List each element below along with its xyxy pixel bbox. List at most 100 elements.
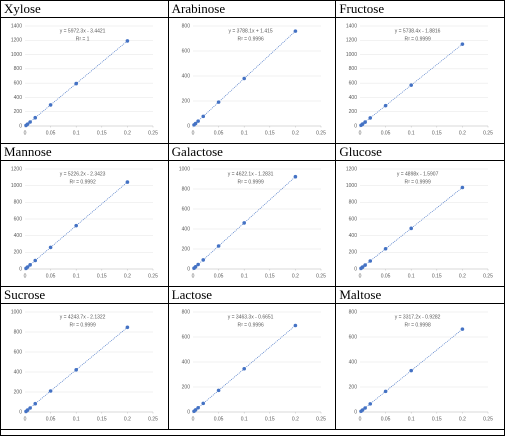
y-tick-label: 400 [181, 359, 190, 365]
y-tick-label: 0 [19, 123, 22, 129]
chart: 0 200 400 600 800 1000 0 0.05 0.1 0.15 0.2 0.25 y = … [11, 309, 158, 422]
data-point [242, 221, 246, 225]
y-tick-label: 200 [14, 250, 23, 256]
x-tick-label: 0 [359, 130, 362, 136]
y-tick-label: 1400 [11, 23, 22, 29]
y-tick-label: 400 [181, 73, 190, 79]
y-tick-label: 1000 [346, 183, 357, 189]
y-tick-label: 1200 [346, 38, 357, 44]
x-tick-label: 0.05 [381, 273, 391, 279]
trendline [192, 30, 296, 127]
trendline-equation: y = 4898x - 1.5907 [397, 171, 439, 177]
x-tick-label: 0 [359, 416, 362, 422]
chart-title: Fructose [336, 1, 504, 18]
x-tick-label: 0.1 [240, 273, 247, 279]
data-point [48, 103, 53, 107]
x-tick-label: 0.1 [408, 130, 415, 136]
y-tick-label: 600 [349, 334, 358, 340]
x-tick-label: 0.15 [432, 416, 442, 422]
r-squared: R² = 0.9999 [405, 36, 431, 42]
r-squared: R² = 0.9998 [405, 322, 431, 328]
data-point [48, 389, 53, 393]
trendline-equation: y = 4243.7x - 2.1322 [60, 314, 106, 320]
y-tick-label: 200 [349, 109, 358, 115]
r-squared: R² = 1 [76, 36, 90, 42]
data-point [74, 81, 78, 86]
y-tick-label: 800 [181, 23, 190, 29]
trendline-equation: y = 3317.2x - 0.9282 [395, 314, 441, 320]
x-tick-label: 0 [24, 416, 27, 422]
data-point [361, 265, 365, 269]
x-tick-label: 0.2 [124, 130, 131, 136]
y-tick-label: 0 [187, 409, 190, 415]
data-point [368, 116, 373, 120]
y-tick-label: 800 [14, 200, 23, 206]
data-point [48, 245, 53, 250]
data-point [363, 263, 368, 267]
y-tick-label: 200 [14, 109, 23, 115]
y-tick-label: 0 [19, 266, 22, 272]
chart-cell: Glucose 0 200 400 600 800 1000 1200 0 0.05 0.1 0.15… [336, 144, 504, 287]
y-tick-label: 1000 [179, 166, 190, 172]
r-squared: R² = 0.9999 [405, 179, 431, 185]
x-tick-label: 0.2 [124, 273, 131, 279]
x-tick-label: 0.1 [408, 416, 415, 422]
data-point [293, 29, 297, 33]
x-tick-label: 0.15 [432, 273, 442, 279]
chart-cell: Sucrose 0 200 400 600 800 1000 0 0.05 0.1 0.15 0.2 0… [1, 287, 169, 430]
x-tick-label: 0.25 [148, 273, 158, 279]
y-tick-label: 1200 [346, 166, 357, 172]
y-tick-label: 200 [14, 389, 23, 395]
y-tick-label: 200 [181, 98, 190, 104]
trendline-equation: y = 4622.1x - 1.2831 [227, 171, 273, 177]
r-squared: R² = 0.9999 [237, 179, 263, 185]
y-tick-label: 1000 [11, 183, 22, 189]
y-tick-label: 400 [14, 233, 23, 239]
data-point [216, 388, 221, 393]
data-point [125, 325, 130, 330]
data-point [201, 114, 205, 119]
x-tick-label: 0.25 [316, 273, 326, 279]
data-point [460, 327, 465, 331]
y-tick-label: 600 [349, 80, 358, 86]
data-point [193, 265, 198, 269]
data-point [216, 244, 221, 248]
x-tick-label: 0.15 [97, 416, 107, 422]
data-point [293, 174, 297, 179]
y-tick-label: 800 [14, 66, 23, 72]
x-tick-label: 0.15 [97, 130, 107, 136]
data-point [33, 401, 38, 406]
trendline [24, 181, 128, 270]
x-tick-label: 0.2 [124, 416, 131, 422]
data-point [125, 39, 130, 43]
data-point [363, 120, 368, 124]
x-tick-label: 0.05 [381, 130, 391, 136]
data-point [460, 42, 465, 46]
x-tick-label: 0.25 [316, 130, 326, 136]
data-point [201, 401, 205, 406]
chart-cell: Fructose 0 200 400 600 800 1000 1200 1400 0 0.05 0.… [336, 1, 504, 144]
data-point [384, 103, 388, 108]
x-tick-label: 0.15 [265, 130, 275, 136]
data-point [195, 119, 200, 123]
y-tick-label: 800 [349, 309, 358, 315]
y-tick-label: 200 [349, 384, 358, 390]
data-point [74, 368, 78, 372]
y-tick-label: 600 [181, 334, 190, 340]
data-point [242, 76, 246, 81]
data-point [25, 122, 30, 126]
y-tick-label: 400 [349, 233, 358, 239]
r-squared: R² = 0.9996 [237, 322, 263, 328]
y-tick-label: 0 [355, 409, 358, 415]
x-tick-label: 0 [191, 130, 194, 136]
x-tick-label: 0.05 [46, 130, 56, 136]
trendline-equation: y = 5972.3x - 3.4421 [60, 28, 106, 34]
chart-cell: Mannose 0 200 400 600 800 1000 1200 0 0.05 0.1 0.15… [1, 144, 169, 287]
data-point [25, 408, 30, 412]
r-squared: R² = 0.9992 [69, 179, 95, 185]
data-point [242, 366, 246, 371]
chart-title: Maltose [336, 287, 504, 304]
y-tick-label: 400 [349, 359, 358, 365]
y-tick-label: 800 [349, 66, 358, 72]
